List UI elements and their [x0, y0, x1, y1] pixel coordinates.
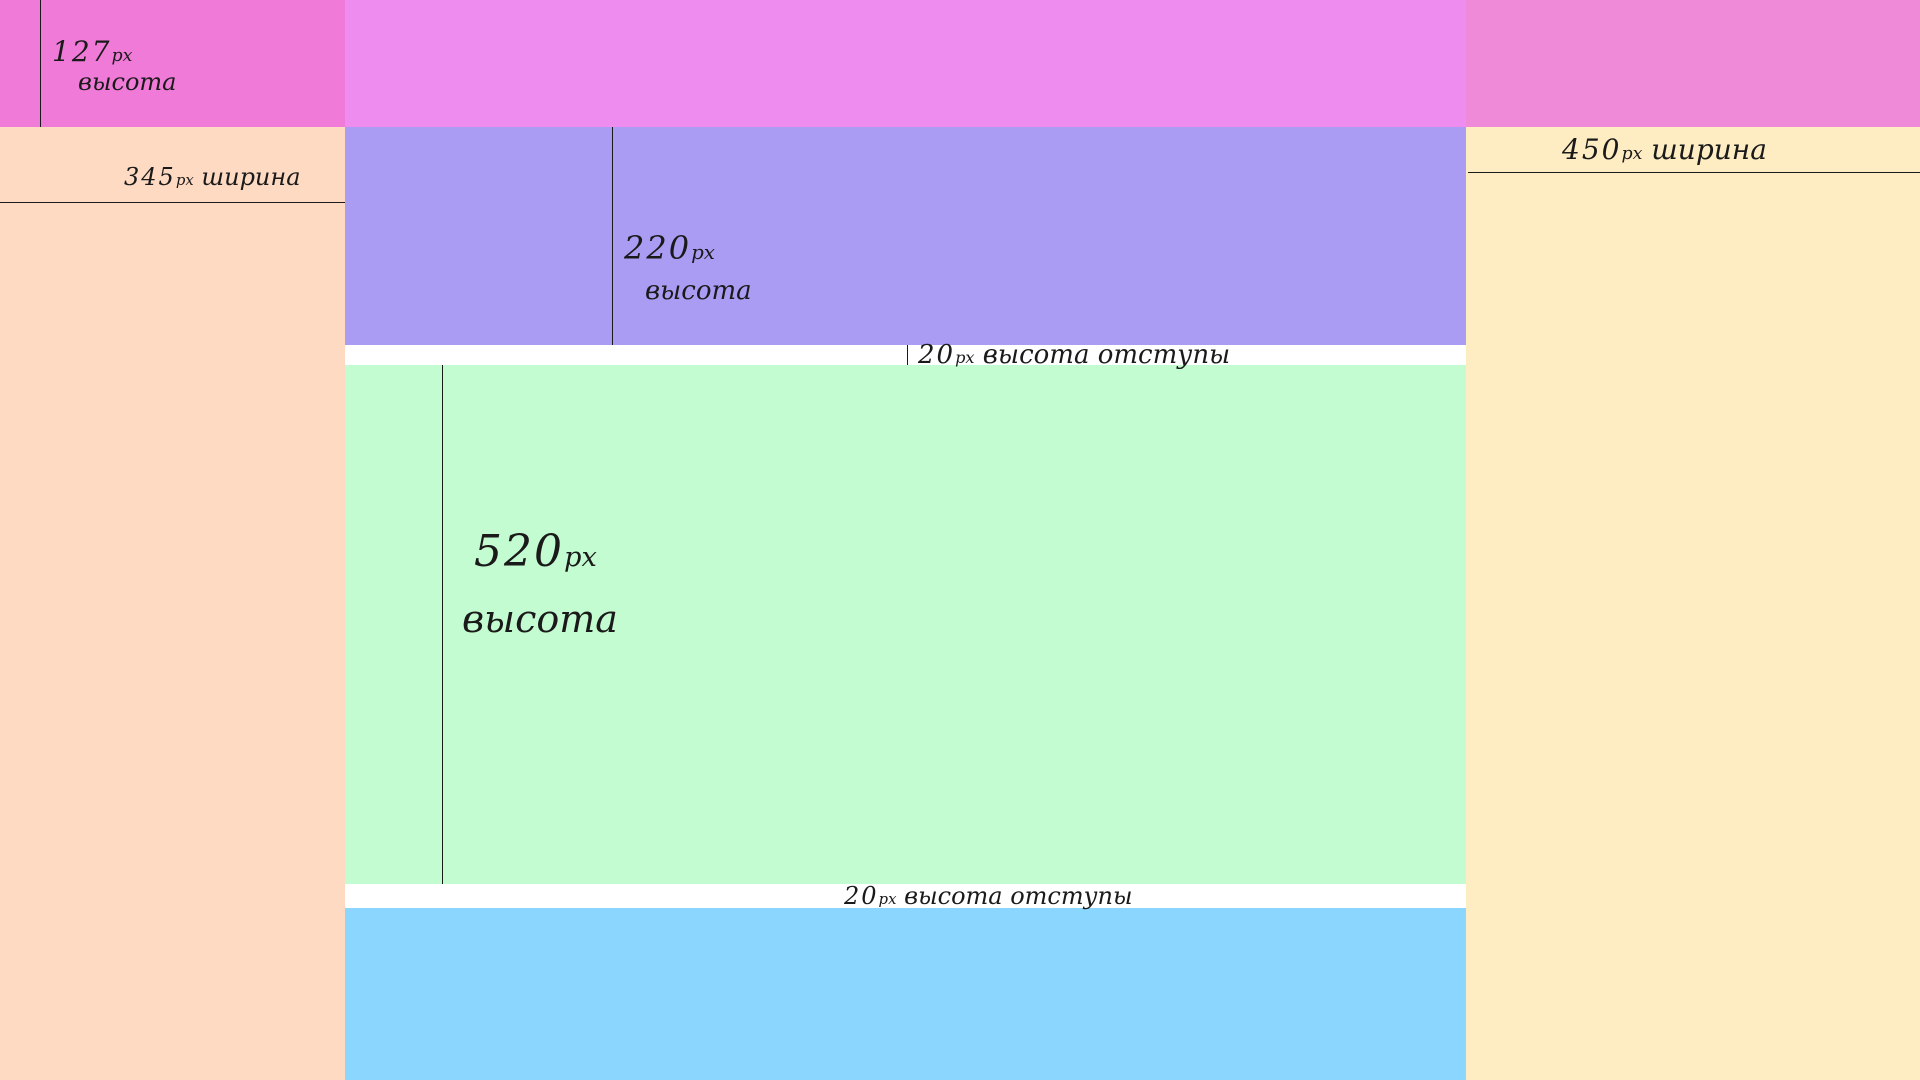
header-center-block: [345, 0, 1466, 127]
header-left-block: [0, 0, 345, 127]
bottom-content-block: [345, 908, 1466, 1080]
right-sidebar-block: [1466, 127, 1920, 1080]
header-height-line: [40, 0, 41, 127]
gap-top-label: 20px высота отступы: [918, 342, 1230, 368]
gap-top-value: 20: [918, 340, 956, 370]
left-width-label: 345px ширина: [124, 165, 301, 189]
right-width-word: ширина: [1651, 133, 1767, 166]
upper-height-value: 220: [624, 229, 692, 267]
header-right-block: [1466, 0, 1920, 127]
main-height-line: [442, 365, 443, 884]
header-height-value: 127: [52, 35, 112, 68]
header-height-word: высота: [78, 70, 176, 94]
gap-top-line: [907, 345, 908, 365]
upper-height-label: 220px: [624, 232, 715, 264]
bottom-gap: [345, 884, 1466, 908]
upper-height-word: высота: [645, 278, 752, 304]
gap-top-unit: px: [955, 348, 975, 367]
header-height-word-text: высота: [78, 68, 177, 96]
gap-bottom-unit: px: [878, 890, 897, 908]
main-height-word: высота: [462, 600, 618, 638]
upper-content-block: [345, 127, 1466, 345]
right-width-value: 450: [1562, 133, 1622, 166]
upper-height-line: [612, 127, 613, 345]
upper-height-unit: px: [691, 241, 715, 264]
main-content-block: [345, 365, 1466, 884]
left-width-value: 345: [124, 163, 176, 191]
header-height-unit: px: [111, 46, 133, 66]
header-height-label: 127px: [52, 38, 132, 66]
main-height-label: 520px: [474, 530, 597, 574]
gap-bottom-word: высота отступы: [904, 882, 1133, 910]
main-height-value: 520: [474, 526, 564, 577]
left-width-line: [0, 202, 345, 203]
left-sidebar-block: [0, 127, 345, 1080]
right-width-unit: px: [1621, 144, 1643, 164]
gap-bottom-value: 20: [844, 882, 879, 910]
top-gap: [345, 345, 1466, 365]
right-width-label: 450px ширина: [1562, 136, 1767, 164]
gap-top-word: высота отступы: [982, 340, 1231, 370]
left-width-word: ширина: [201, 163, 301, 191]
gap-bottom-label: 20px высота отступы: [844, 884, 1133, 908]
right-width-line: [1468, 172, 1920, 173]
left-width-unit: px: [175, 171, 194, 189]
upper-height-word-text: высота: [645, 276, 752, 306]
main-height-unit: px: [563, 542, 597, 573]
main-height-word-text: высота: [462, 597, 618, 641]
